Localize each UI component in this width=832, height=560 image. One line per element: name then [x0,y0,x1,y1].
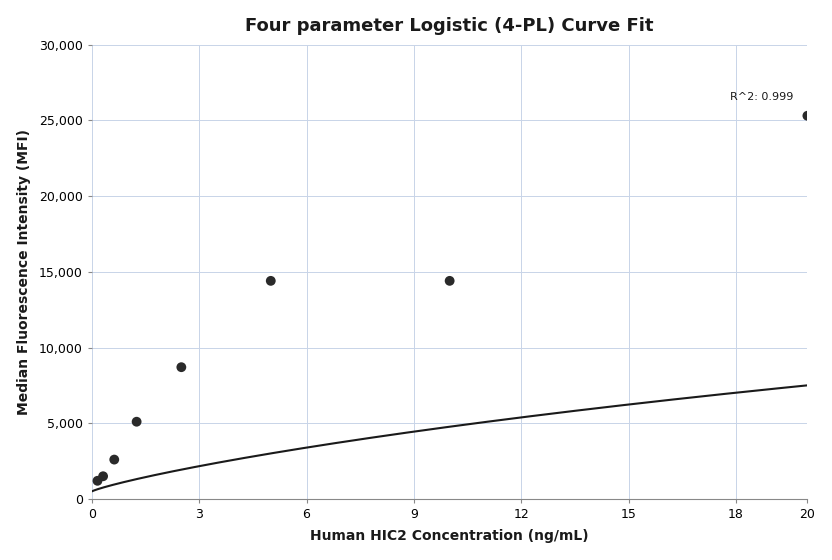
Point [175,363,188,372]
Y-axis label: Median Fluorescence Intensity (MFI): Median Fluorescence Intensity (MFI) [17,129,31,415]
Point [91,477,104,486]
Point [97,472,110,480]
Point [800,111,814,120]
Point [443,277,456,286]
Point [264,277,277,286]
X-axis label: Human HIC2 Concentration (ng/mL): Human HIC2 Concentration (ng/mL) [310,529,589,543]
Point [130,417,143,426]
Text: R^2: 0.999: R^2: 0.999 [730,92,793,102]
Point [107,455,121,464]
Title: Four parameter Logistic (4-PL) Curve Fit: Four parameter Logistic (4-PL) Curve Fit [245,17,654,35]
